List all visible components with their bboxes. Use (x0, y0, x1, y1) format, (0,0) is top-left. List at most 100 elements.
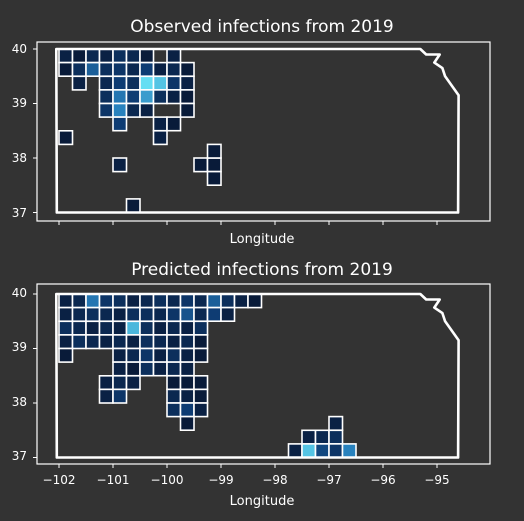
heatmap-cell (112, 293, 128, 309)
heatmap-cell (125, 61, 141, 77)
heatmap-cell (125, 334, 141, 350)
heatmap-cell (98, 89, 114, 105)
heatmap-cell (179, 402, 195, 418)
heatmap-cell (193, 374, 209, 391)
heatmap-cell (166, 89, 182, 105)
heatmap-cell (179, 361, 195, 377)
heatmap-cell (112, 61, 128, 77)
heatmap-cell (166, 306, 182, 323)
heatmap-cell (152, 130, 168, 146)
kansas-border (55, 292, 460, 459)
kansas-border (55, 47, 460, 214)
heatmap-cell (166, 61, 182, 77)
heatmap-cell (98, 334, 114, 350)
heatmap-cell (166, 361, 182, 377)
heatmap-cell (193, 320, 209, 336)
heatmap-cell (206, 143, 222, 159)
x-tick-label: −102 (43, 473, 76, 487)
heatmap-cells (58, 48, 222, 214)
heatmap-cell (341, 443, 357, 459)
heatmap-cell (139, 48, 155, 64)
x-tick-label: −97 (316, 473, 341, 487)
heatmap-cell (193, 293, 209, 309)
heatmap-cell (98, 75, 114, 91)
chart-title: Predicted infections from 2019 (131, 260, 393, 280)
heatmap-cell (112, 374, 128, 391)
observed-map-panel: Observed infections from 2019 37 38 39 4… (12, 17, 491, 247)
heatmap-cell (125, 361, 141, 377)
heatmap-cell (152, 334, 168, 350)
heatmap-cell (287, 443, 303, 459)
heatmap-cell (139, 75, 155, 91)
heatmap-cell (179, 374, 195, 391)
heatmap-cell (139, 61, 155, 77)
heatmap-cell (58, 320, 74, 336)
x-tick-label: −98 (262, 473, 287, 487)
heatmap-cell (220, 293, 236, 309)
heatmap-cell (98, 48, 114, 64)
heatmap-cell (206, 306, 222, 323)
heatmap-cell (193, 347, 209, 363)
heatmap-cell (85, 306, 101, 323)
heatmap-cell (98, 388, 114, 404)
heatmap-cell (98, 374, 114, 391)
y-tick-label: 39 (12, 96, 27, 110)
heatmap-cell (328, 443, 344, 459)
heatmap-cell (152, 306, 168, 323)
heatmap-cell (71, 306, 87, 323)
heatmap-cell (58, 61, 74, 77)
heatmap-cell (125, 293, 141, 309)
heatmap-cell (166, 334, 182, 350)
heatmap-cell (166, 320, 182, 336)
heatmap-cell (139, 102, 155, 118)
y-axis: 37 38 39 40 (12, 286, 27, 463)
heatmap-cell (314, 443, 330, 459)
x-tick-label: −99 (208, 473, 233, 487)
heatmap-cell (139, 320, 155, 336)
y-tick-label: 38 (12, 395, 27, 409)
heatmap-cell (112, 388, 128, 404)
heatmap-cell (152, 116, 168, 132)
heatmap-cell (71, 48, 87, 64)
heatmap-cell (233, 293, 249, 309)
heatmap-cell (152, 61, 168, 77)
heatmap-cell (125, 320, 141, 336)
heatmap-cell (112, 334, 128, 350)
heatmap-cell (71, 75, 87, 91)
y-tick-label: 40 (12, 42, 27, 56)
heatmap-cell (166, 374, 182, 391)
heatmap-cell (125, 75, 141, 91)
x-axis-label: Longitude (230, 494, 295, 509)
heatmap-cell (139, 89, 155, 105)
heatmap-cell (85, 61, 101, 77)
heatmap-cell (179, 293, 195, 309)
heatmap-cell (179, 347, 195, 363)
heatmap-cell (98, 102, 114, 118)
y-tick-label: 39 (12, 340, 27, 354)
x-tick-label: −95 (424, 473, 449, 487)
heatmap-cell (139, 347, 155, 363)
heatmap-cell (206, 170, 222, 187)
heatmap-cell (71, 61, 87, 77)
heatmap-cell (112, 306, 128, 323)
predicted-map-panel: Predicted infections from 2019 37 38 39 … (12, 260, 491, 509)
heatmap-cell (125, 347, 141, 363)
heatmap-cell (166, 388, 182, 404)
heatmap-cell (112, 320, 128, 336)
heatmap-cell (85, 334, 101, 350)
heatmap-cell (179, 334, 195, 350)
heatmap-cell (98, 293, 114, 309)
heatmap-cell (71, 320, 87, 336)
y-tick-label: 38 (12, 151, 27, 165)
heatmap-cell (139, 306, 155, 323)
heatmap-cell (193, 306, 209, 323)
heatmap-cell (125, 198, 141, 214)
y-axis: 37 38 39 40 (12, 42, 27, 220)
heatmap-cell (166, 402, 182, 418)
x-tick-label: −100 (151, 473, 184, 487)
heatmap-cell (152, 89, 168, 105)
heatmap-cell (152, 361, 168, 377)
heatmap-cell (125, 89, 141, 105)
heatmap-cell (58, 306, 74, 323)
heatmap-cell (112, 157, 128, 173)
